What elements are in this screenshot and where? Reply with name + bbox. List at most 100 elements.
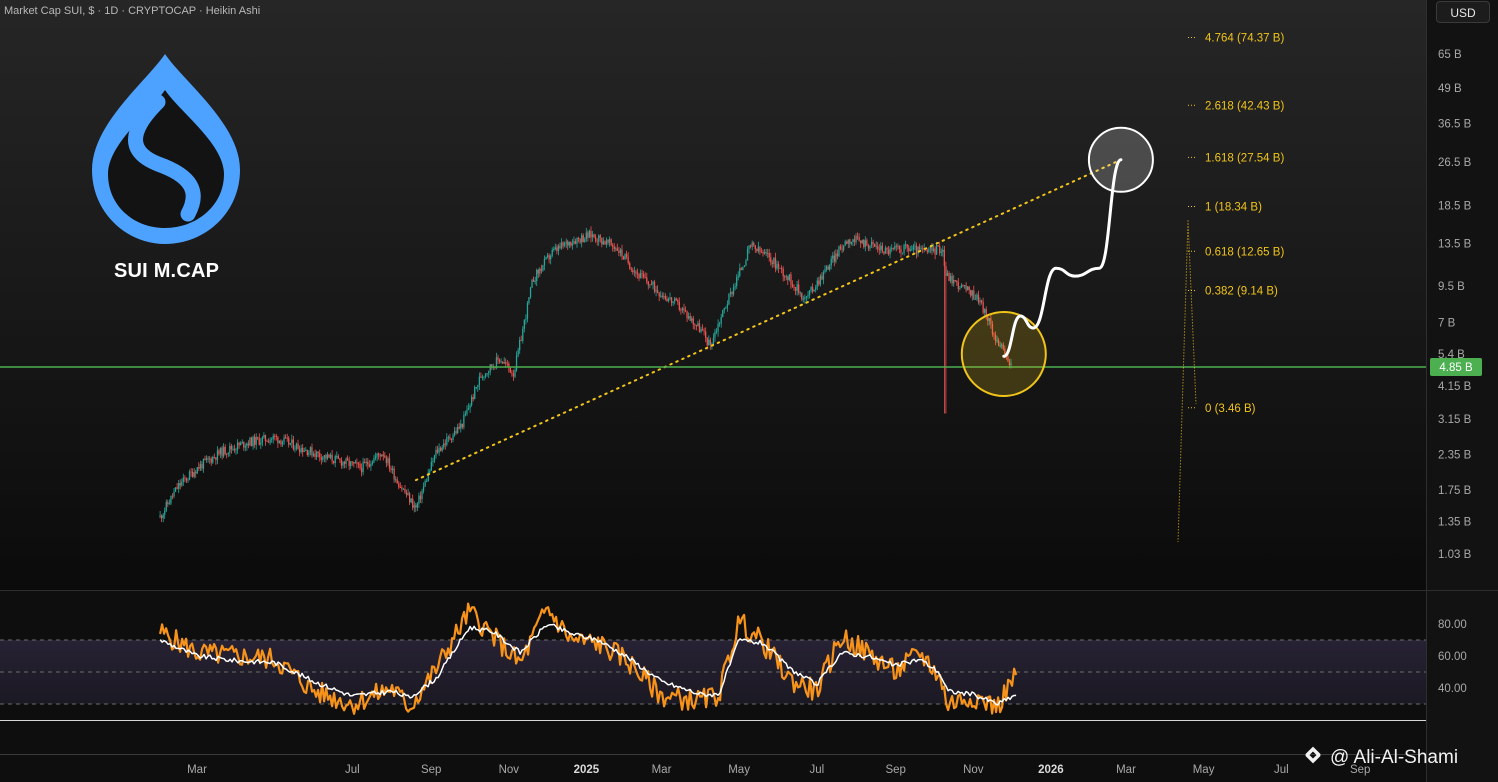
candle-body	[681, 308, 684, 311]
candle-body	[666, 298, 668, 302]
candle-body	[255, 436, 257, 445]
candle-body	[457, 426, 459, 433]
candle-body	[556, 247, 558, 251]
candle-body	[922, 248, 924, 250]
candle-body	[238, 442, 240, 446]
candle-body	[519, 340, 521, 351]
candle-body	[514, 370, 516, 377]
candle-body	[639, 273, 642, 279]
candle-body	[226, 453, 228, 455]
candle-body	[855, 236, 857, 243]
time-axis-tick: Jul	[809, 764, 824, 776]
candle-body	[357, 463, 360, 465]
candle-body	[171, 495, 174, 497]
candle-body	[308, 452, 310, 455]
candle-body	[700, 329, 702, 333]
candle-body	[734, 286, 736, 288]
candle-body	[472, 397, 474, 399]
candle-body	[912, 246, 914, 250]
candle-body	[190, 471, 192, 473]
candle-body	[379, 454, 381, 457]
candle-body	[867, 245, 870, 249]
candle-body	[531, 279, 533, 288]
candle-body	[525, 318, 527, 320]
candle-body	[839, 246, 842, 249]
candle-body	[725, 307, 727, 309]
candle-body	[340, 459, 343, 466]
candle-body	[856, 236, 859, 238]
candle-body	[649, 284, 651, 286]
candle-body	[1007, 356, 1009, 362]
candle-body	[670, 297, 673, 303]
candle-body	[608, 239, 611, 243]
candle-body	[982, 301, 984, 313]
candle-body	[726, 304, 728, 308]
candle-body	[881, 245, 883, 252]
candle-body	[977, 294, 980, 303]
candle-body	[469, 405, 471, 409]
candle-body	[322, 457, 324, 460]
candle-body	[488, 371, 490, 374]
price-axis-tick: 2.35 B	[1438, 450, 1472, 462]
candle-body	[852, 239, 854, 242]
candle-body	[581, 235, 583, 243]
candle-body	[266, 441, 268, 442]
candle-body	[791, 284, 794, 287]
candle-body	[263, 435, 265, 438]
candle-body	[478, 376, 480, 385]
candle-body	[901, 252, 904, 254]
candle-body	[545, 257, 547, 260]
candle-body	[647, 281, 649, 286]
candle-body	[367, 461, 369, 465]
candle-body	[458, 426, 460, 429]
candle-body	[599, 235, 601, 238]
candle-body	[309, 447, 312, 453]
candle-body	[660, 295, 662, 297]
candle-body	[894, 246, 896, 249]
candle-body	[162, 514, 164, 519]
candle-body	[784, 276, 786, 278]
candle-body	[860, 240, 862, 244]
candle-body	[948, 273, 950, 281]
candle-body	[874, 243, 876, 247]
candle-body	[661, 295, 663, 297]
chart-header-title: Market Cap SUI, $ · 1D · CRYPTOCAP · Hei…	[4, 5, 261, 17]
candle-body	[748, 245, 750, 249]
candle-body	[914, 245, 916, 247]
candle-body	[994, 334, 997, 342]
candle-body	[768, 253, 770, 258]
candle-body	[254, 436, 256, 445]
candle-body	[503, 362, 505, 364]
currency-button[interactable]: USD	[1436, 1, 1490, 23]
price-axis-background	[1426, 0, 1498, 782]
candle-body	[430, 461, 432, 471]
candle-body	[781, 268, 783, 269]
candle-body	[767, 253, 769, 254]
candle-body	[536, 269, 538, 282]
candle-body	[240, 442, 242, 446]
candle-body	[712, 337, 715, 344]
candle-body	[210, 458, 212, 463]
candle-body	[405, 492, 408, 496]
candle-body	[815, 287, 817, 290]
candle-body	[929, 246, 932, 249]
candle-body	[192, 472, 194, 477]
candle-body	[777, 263, 780, 269]
time-axis-tick: Sep	[1350, 764, 1370, 776]
candle-body	[509, 368, 511, 373]
candle-body	[230, 445, 232, 450]
candle-body	[306, 449, 308, 455]
candle-body	[323, 455, 325, 458]
candle-body	[215, 457, 217, 460]
candle-body	[740, 268, 742, 270]
candle-body	[235, 449, 237, 451]
candle-body	[205, 458, 208, 460]
candle-body	[450, 439, 453, 440]
candle-body	[807, 295, 809, 297]
candle-body	[286, 437, 288, 439]
candle-body	[382, 454, 384, 456]
candle-body	[729, 292, 732, 294]
candle-body	[985, 309, 987, 317]
candle-body	[1008, 361, 1011, 366]
